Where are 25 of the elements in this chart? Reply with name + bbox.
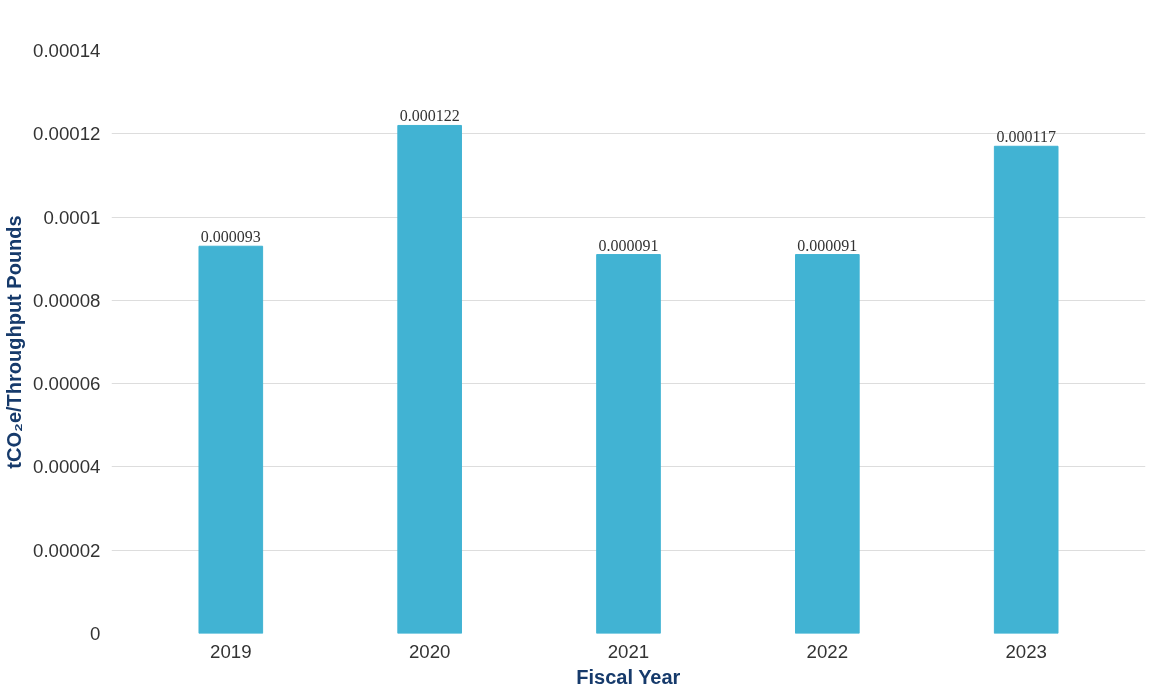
x-tick-label: 2022 — [806, 640, 849, 662]
bar — [397, 124, 462, 634]
bar — [993, 145, 1059, 634]
bar — [198, 245, 264, 634]
y-tick-label: 0.00008 — [33, 289, 101, 311]
y-tick-label: 0.00004 — [33, 456, 101, 478]
x-tick-label: 2019 — [210, 640, 252, 662]
y-tick-label: 0.00002 — [33, 539, 101, 561]
data-label: 0.000091 — [598, 236, 659, 254]
y-tick-label: 0.00014 — [33, 40, 101, 61]
x-tick-label: 2021 — [607, 640, 650, 662]
y-tick-label: 0 — [90, 623, 101, 644]
y-axis-title: tCO₂e/Throughput Pounds — [3, 215, 26, 469]
data-label: 0.000122 — [399, 107, 460, 125]
bar — [795, 254, 860, 634]
data-label: 0.000093 — [200, 228, 261, 246]
data-label: 0.000117 — [996, 128, 1056, 146]
bar — [596, 254, 661, 634]
x-tick-label: 2023 — [1005, 640, 1047, 662]
x-axis-title: Fiscal Year — [576, 665, 681, 688]
data-label: 0.000091 — [797, 236, 858, 254]
y-tick-label: 0.00006 — [33, 373, 101, 395]
x-tick-label: 2020 — [408, 640, 451, 662]
y-tick-label: 0.0001 — [43, 206, 101, 228]
y-tick-label: 0.00012 — [33, 123, 101, 145]
